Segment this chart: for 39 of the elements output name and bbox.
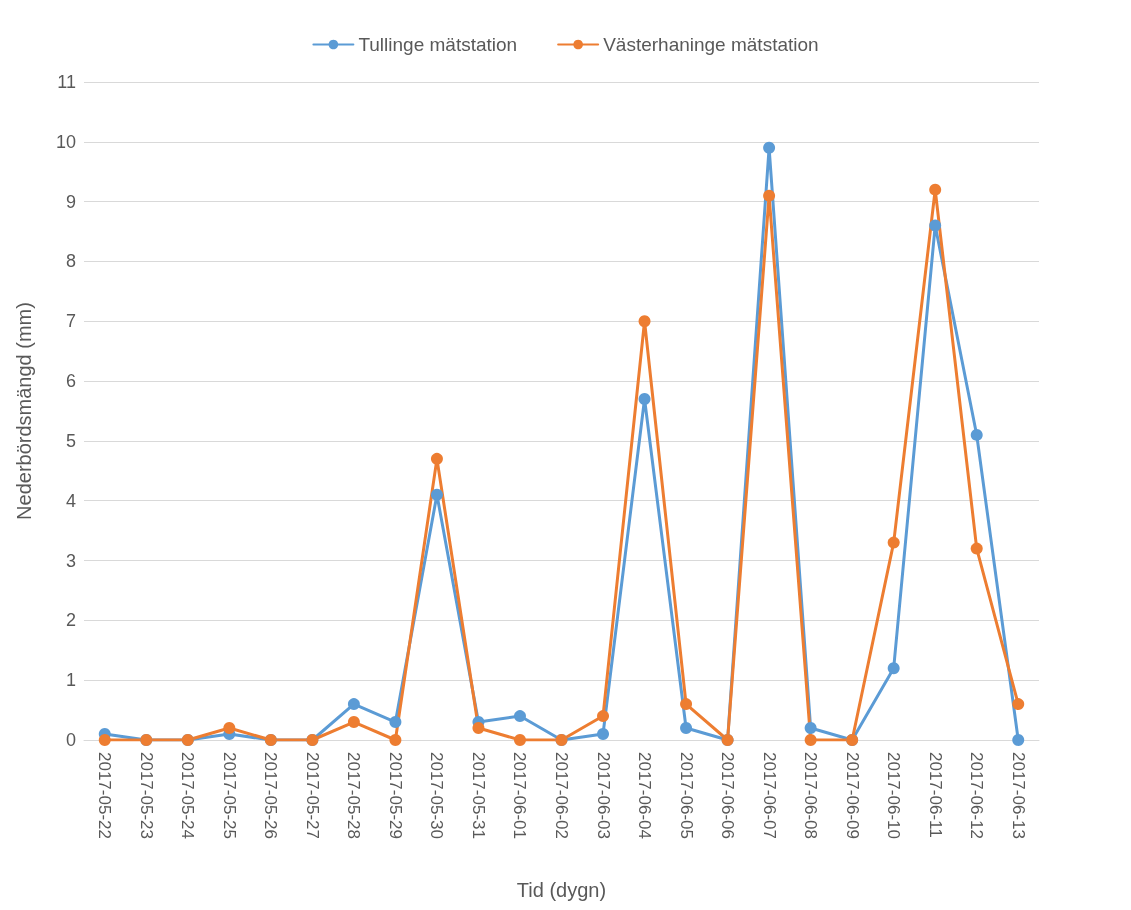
x-tick-label: 2017-05-26	[261, 752, 281, 839]
x-tick-label: 2017-06-12	[967, 752, 987, 839]
y-tick-label: 8	[65, 251, 76, 272]
x-tick-label: 2017-05-23	[136, 752, 156, 839]
x-tick-label: 2017-06-10	[884, 752, 904, 839]
x-tick-label: 2017-05-30	[427, 752, 447, 839]
x-axis-title: Tid (dygn)	[516, 879, 607, 901]
x-tick-label: 2017-06-02	[552, 752, 571, 839]
x-tick-label: 2017-05-22	[95, 752, 115, 839]
x-tick-label: 2017-05-28	[344, 752, 364, 839]
y-axis-title: Nederbördsmängd (mm)	[13, 302, 35, 520]
legend-label: Tullinge mätstation	[358, 34, 518, 55]
x-tick-label: 2017-05-25	[219, 752, 239, 839]
x-tick-label: 2017-06-13	[1008, 752, 1028, 839]
x-tick-label: 2017-06-08	[801, 752, 821, 839]
x-tick-label: 2017-06-01	[510, 752, 530, 839]
y-tick-label: 10	[55, 131, 76, 152]
x-tick-label: 2017-06-03	[593, 752, 613, 839]
x-tick-label: 2017-06-11	[925, 752, 945, 838]
y-tick-label: 0	[65, 730, 76, 750]
y-tick-label: 9	[65, 191, 76, 212]
y-tick-label: 2	[65, 610, 76, 631]
x-tick-label: 2017-05-29	[385, 752, 405, 839]
x-tick-label: 2017-05-24	[178, 752, 198, 839]
x-tick-label: 2017-06-05	[676, 752, 696, 839]
x-tick-label: 2017-05-27	[302, 752, 322, 839]
legend-label: Västerhaninge mätstation	[603, 34, 819, 55]
y-tick-label: 6	[65, 371, 76, 392]
y-tick-label: 5	[65, 430, 76, 451]
y-tick-label: 11	[57, 72, 76, 92]
x-tick-label: 2017-06-09	[842, 752, 862, 839]
x-tick-label: 2017-06-04	[635, 752, 655, 839]
y-tick-label: 3	[65, 550, 76, 571]
x-tick-label: 2017-05-31	[468, 752, 488, 839]
y-tick-label: 7	[65, 311, 76, 332]
y-tick-label: 4	[65, 490, 76, 511]
y-tick-label: 1	[65, 670, 76, 691]
x-tick-label: 2017-06-06	[718, 752, 738, 839]
x-tick-label: 2017-06-07	[759, 752, 779, 839]
